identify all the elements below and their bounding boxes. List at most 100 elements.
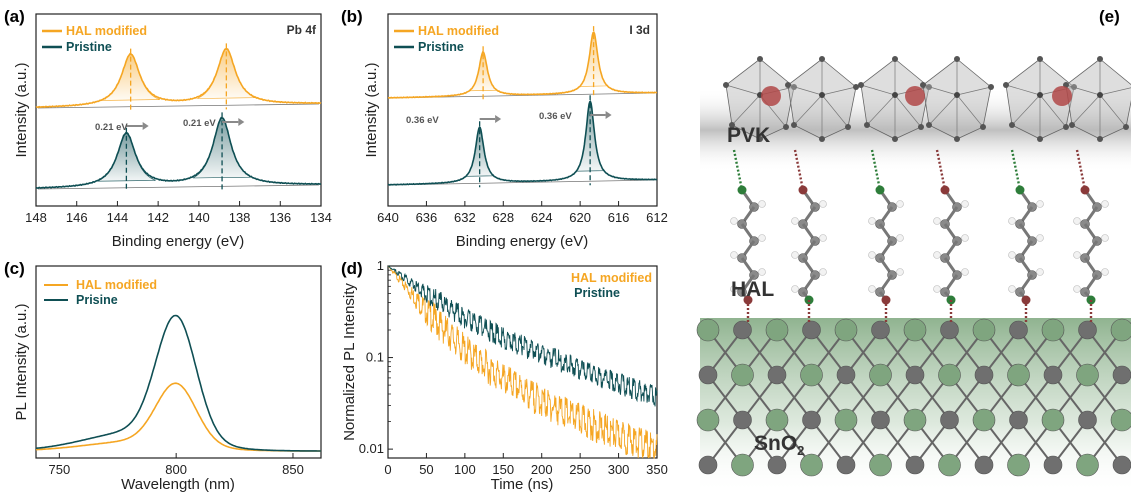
lattice-sn-atom bbox=[834, 318, 858, 342]
pvk-halide-atom bbox=[757, 136, 763, 142]
panel-d-y-title: Normalized PL Intensity bbox=[341, 283, 358, 441]
pvk-octahedron bbox=[1065, 58, 1131, 140]
pvk-a-site-cation bbox=[1052, 86, 1072, 106]
lattice-bond bbox=[845, 329, 882, 376]
panel-b-x-tick-label-3: 628 bbox=[492, 210, 514, 225]
lattice-sn-atom bbox=[731, 453, 754, 477]
lattice-o-atom bbox=[836, 365, 856, 385]
lattice-bond bbox=[741, 374, 778, 421]
lattice-o-atom bbox=[1009, 410, 1028, 430]
pvk-halide-atom bbox=[918, 124, 924, 130]
lattice-sn-atom bbox=[972, 318, 996, 342]
pvk-halide-atom bbox=[988, 84, 994, 90]
panel-e-schematic: (e) PVK HAL SnO2 bbox=[696, 7, 1131, 494]
pvk-lead-atom bbox=[1097, 92, 1103, 98]
hal-hydrogen-atom bbox=[933, 251, 941, 259]
pvk-halide-atom bbox=[858, 82, 864, 88]
legend-d-pristine-label: Pristine bbox=[574, 286, 620, 300]
hal-head-atom bbox=[737, 185, 747, 195]
panel-c-x-tick-label-2: 850 bbox=[282, 462, 304, 477]
scheme-sno2-lattice bbox=[696, 318, 1131, 477]
hal-hydrogen-atom bbox=[819, 234, 827, 242]
panel-a-label: (a) bbox=[4, 7, 25, 26]
lattice-sn-atom bbox=[800, 363, 823, 387]
lattice-o-atom bbox=[974, 455, 994, 475]
pvk-octahedron-edge bbox=[956, 94, 984, 128]
hal-hydrogen-atom bbox=[896, 268, 904, 276]
legend-b-pristine-label: Pristine bbox=[418, 40, 464, 54]
lattice-o-atom bbox=[1078, 410, 1097, 430]
lattice-bond bbox=[914, 329, 951, 376]
lattice-sn-atom bbox=[903, 408, 927, 432]
hal-hydrogen-atom bbox=[1101, 268, 1109, 276]
hal-hydrogen-atom bbox=[868, 251, 876, 259]
panel-d-y-tick-label-1: 0.1 bbox=[366, 350, 384, 365]
lattice-bond bbox=[845, 419, 882, 466]
lattice-o-atom bbox=[733, 320, 752, 340]
pvk-halide-atom bbox=[729, 122, 735, 128]
hal-hydrogen-atom bbox=[1008, 285, 1016, 293]
hal-hydrogen-atom bbox=[961, 200, 969, 208]
pvk-octahedron-edge bbox=[1099, 94, 1127, 128]
hal-hydrogen-atom bbox=[819, 200, 827, 208]
pvk-halide-atom bbox=[1003, 82, 1009, 88]
panel-a-hal-curve bbox=[35, 47, 322, 109]
panel-e-label: (e) bbox=[1099, 7, 1120, 26]
pvk-halide-atom bbox=[791, 122, 797, 128]
pvk-octahedron-edge bbox=[821, 94, 849, 128]
panel-b-label: (b) bbox=[341, 7, 363, 26]
panel-b-shift-annotation-2: 0.36 eV bbox=[539, 111, 572, 122]
pvk-halide-atom bbox=[853, 84, 859, 90]
panel-b-x-tick-label-5: 620 bbox=[569, 210, 591, 225]
hal-hydrogen-atom bbox=[961, 268, 969, 276]
lattice-o-atom bbox=[974, 365, 994, 385]
panel-d-x-tick-label-4: 200 bbox=[531, 462, 553, 477]
lattice-sn-atom bbox=[834, 408, 858, 432]
pvk-halide-atom bbox=[1097, 136, 1103, 142]
pvk-halide-atom bbox=[864, 122, 870, 128]
panel-c-x-tick-label-0: 750 bbox=[49, 462, 71, 477]
lattice-o-atom bbox=[1112, 365, 1131, 385]
panel-d-x-tick-label-5: 250 bbox=[569, 462, 591, 477]
pvk-halide-atom bbox=[1037, 136, 1043, 142]
hal-hydrogen-atom bbox=[791, 285, 799, 293]
panel-d-series-1-curve bbox=[387, 265, 658, 407]
panel-a-x-tick-label-1: 146 bbox=[66, 210, 88, 225]
panel-c-label: (c) bbox=[4, 259, 25, 278]
pvk-octahedron-edge bbox=[1099, 87, 1131, 96]
lattice-bond bbox=[1086, 374, 1123, 421]
lattice-sn-atom bbox=[800, 453, 823, 477]
panel-b-x-tick-label-6: 616 bbox=[608, 210, 630, 225]
hal-hydrogen-atom bbox=[1036, 234, 1044, 242]
lattice-sn-atom bbox=[1041, 408, 1065, 432]
panel-b-x-ticks: 640 636 632 628 624 620 616 612 bbox=[377, 201, 668, 225]
lattice-sn-atom bbox=[1007, 363, 1030, 387]
pvk-octahedron-edge bbox=[793, 94, 823, 126]
hal-head-atom bbox=[875, 185, 885, 195]
panel-b-shift-annotation-1: 0.36 eV bbox=[406, 115, 439, 126]
hal-hydrogen-atom bbox=[758, 200, 766, 208]
panel-a-plot-area bbox=[35, 43, 322, 192]
hal-hydrogen-atom bbox=[896, 234, 904, 242]
hal-hydrogen-atom bbox=[1101, 200, 1109, 208]
panel-d-x-tick-label-0: 0 bbox=[384, 462, 391, 477]
hal-head-atom bbox=[798, 185, 808, 195]
pvk-octahedron-edge bbox=[860, 84, 896, 96]
pvk-octahedron-edge bbox=[956, 86, 992, 96]
panel-b-x-tick-label-7: 612 bbox=[646, 210, 668, 225]
pvk-octahedron-edge bbox=[1071, 94, 1101, 126]
hal-anchor-bond bbox=[732, 149, 744, 191]
legend-c-prisine-label: Prisine bbox=[76, 293, 118, 307]
lattice-sn-atom bbox=[972, 408, 996, 432]
legend-c-hal-label: HAL modified bbox=[76, 278, 157, 292]
pvk-octahedron-edge bbox=[928, 94, 958, 126]
pvk-halide-atom bbox=[1123, 124, 1129, 130]
lattice-o-atom bbox=[1009, 320, 1028, 340]
panel-a-x-title: Binding energy (eV) bbox=[112, 233, 245, 250]
panel-d-ticks: 0 50 100 150 200 250 300 350 1 0.1 0.01 bbox=[359, 258, 668, 477]
panel-a-y-title: Intensity (a.u.) bbox=[13, 62, 30, 157]
legend-a-pristine-label: Pristine bbox=[66, 40, 112, 54]
hal-anchor-bond bbox=[935, 149, 947, 191]
panel-b-x-tick-label-4: 624 bbox=[531, 210, 553, 225]
pvk-halide-atom bbox=[785, 82, 791, 88]
